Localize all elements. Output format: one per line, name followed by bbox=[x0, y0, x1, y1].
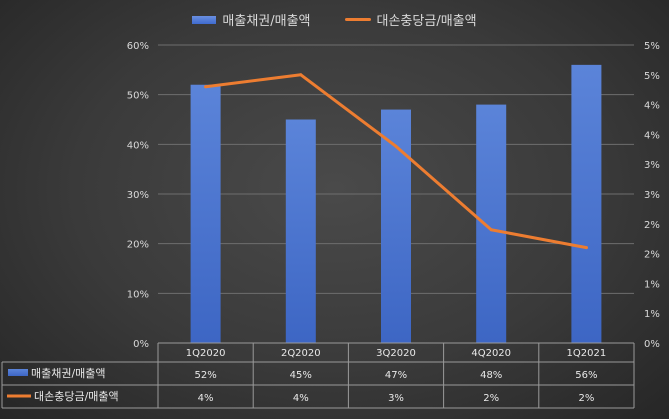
legend-swatch-bar bbox=[192, 15, 217, 24]
y-left-tick-label: 10% bbox=[127, 289, 149, 300]
y-right-tick-label: 4% bbox=[644, 130, 660, 141]
legend-item-bar: 매출채권/매출액 bbox=[192, 10, 311, 29]
y-left-tick-label: 20% bbox=[127, 240, 149, 251]
data-label: 4% bbox=[293, 393, 309, 404]
y-left-tick-label: 60% bbox=[127, 41, 149, 52]
y-right-tick-label: 5% bbox=[644, 41, 660, 52]
y-left-tick-label: 40% bbox=[127, 140, 149, 151]
line-point bbox=[299, 73, 303, 77]
bar bbox=[571, 64, 602, 343]
data-label: 48% bbox=[480, 370, 502, 381]
legend-item-line: 대손충당금/매출액 bbox=[344, 10, 477, 29]
legend-swatch-line bbox=[344, 18, 371, 21]
y-left-tick-label: 0% bbox=[133, 339, 149, 350]
table-row-label: 매출채권/매출액 bbox=[31, 367, 106, 380]
line-point bbox=[204, 85, 208, 89]
table-swatch-bar bbox=[8, 369, 28, 376]
y-right-tick-label: 5% bbox=[644, 71, 660, 82]
bar bbox=[476, 104, 507, 343]
y-right-tick-label: 2% bbox=[644, 220, 660, 231]
data-label: 2% bbox=[483, 393, 499, 404]
y-right-tick-label: 2% bbox=[644, 250, 660, 261]
x-tick-label: 1Q2020 bbox=[186, 348, 226, 359]
y-right-tick-label: 3% bbox=[644, 160, 660, 171]
legend: 매출채권/매출액 대손충당금/매출액 bbox=[0, 10, 669, 29]
x-tick-label: 3Q2020 bbox=[376, 348, 416, 359]
data-label: 3% bbox=[388, 393, 404, 404]
bar bbox=[190, 84, 221, 343]
y-right-tick-label: 3% bbox=[644, 190, 660, 201]
data-label: 56% bbox=[575, 370, 597, 381]
y-right-tick-label: 0% bbox=[644, 339, 660, 350]
data-label: 4% bbox=[198, 393, 214, 404]
x-tick-label: 2Q2020 bbox=[281, 348, 321, 359]
legend-label-line: 대손충당금/매출액 bbox=[376, 14, 477, 29]
data-label: 2% bbox=[578, 393, 594, 404]
line-point bbox=[394, 144, 398, 148]
y-right-tick-label: 4% bbox=[644, 101, 660, 112]
data-label: 52% bbox=[194, 370, 216, 381]
y-left-tick-label: 50% bbox=[127, 91, 149, 102]
x-tick-label: 4Q2020 bbox=[471, 348, 511, 359]
data-label: 45% bbox=[290, 370, 312, 381]
y-right-tick-label: 1% bbox=[644, 309, 660, 320]
legend-label-bar: 매출채권/매출액 bbox=[222, 14, 311, 29]
y-left-tick-label: 30% bbox=[127, 190, 149, 201]
y-right-tick-label: 1% bbox=[644, 279, 660, 290]
x-tick-label: 1Q2021 bbox=[567, 348, 607, 359]
table-row-label: 대손충당금/매출액 bbox=[34, 390, 119, 403]
bar bbox=[285, 119, 316, 343]
bar bbox=[381, 109, 411, 343]
line-point bbox=[489, 228, 493, 232]
data-label: 47% bbox=[385, 370, 407, 381]
line-point bbox=[584, 246, 588, 250]
